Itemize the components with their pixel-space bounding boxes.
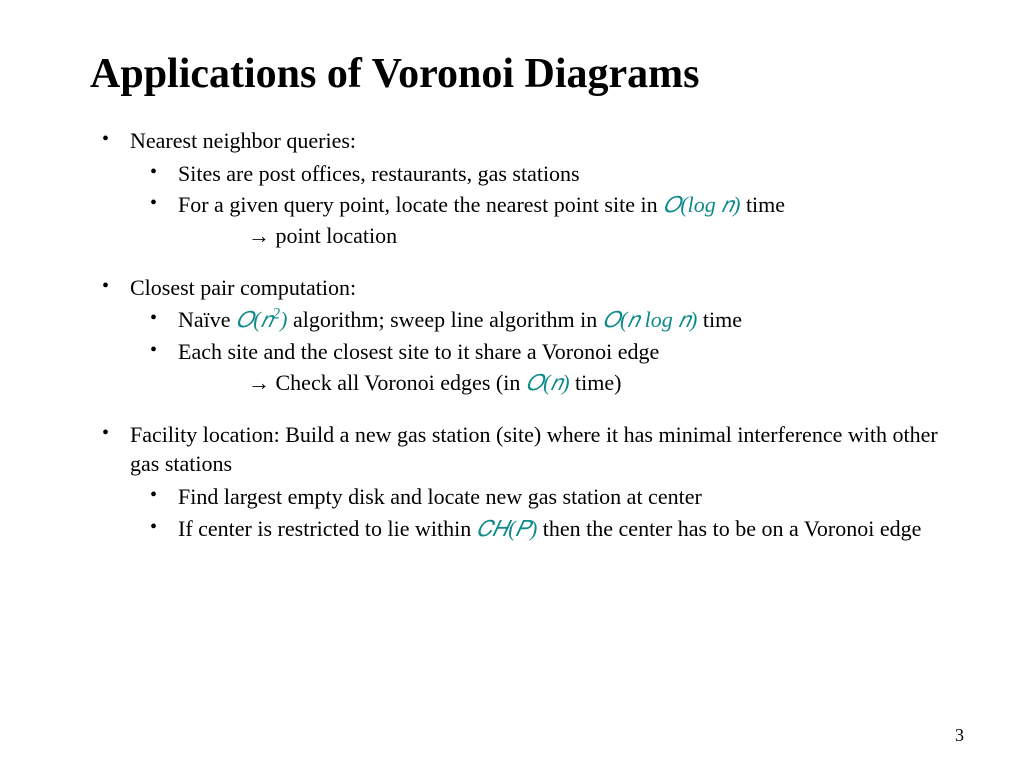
sub-text-pre: Naïve bbox=[178, 307, 236, 332]
sub-text-post: time bbox=[697, 307, 742, 332]
bullet-nearest-neighbor: Nearest neighbor queries: Sites are post… bbox=[130, 126, 944, 251]
arrow-pre: Check all Voronoi edges (in bbox=[276, 370, 526, 395]
sub-text: Sites are post offices, restaurants, gas… bbox=[178, 161, 580, 186]
bullet-text: Facility location: Build a new gas stati… bbox=[130, 422, 938, 477]
arrow-post: time) bbox=[570, 370, 622, 395]
sub-bullet: Find largest empty disk and locate new g… bbox=[178, 482, 944, 512]
sub-text-post: then the center has to be on a Voronoi e… bbox=[537, 516, 921, 541]
sub-bullet: If center is restricted to lie within 𝐶𝐻… bbox=[178, 514, 944, 544]
math-expr: 𝑂(log 𝑛) bbox=[663, 192, 740, 217]
bullet-facility-location: Facility location: Build a new gas stati… bbox=[130, 420, 944, 544]
sub-bullet: Naïve 𝑂(𝑛2) algorithm; sweep line algori… bbox=[178, 305, 944, 335]
slide-content: Nearest neighbor queries: Sites are post… bbox=[80, 126, 944, 543]
sub-text-mid: algorithm; sweep line algorithm in bbox=[287, 307, 602, 332]
bullet-text: Closest pair computation: bbox=[130, 275, 356, 300]
arrow-line: → point location bbox=[178, 221, 944, 251]
math-expr: 𝐶𝐻(𝑃) bbox=[477, 516, 538, 541]
math-expr: 𝑂(𝑛 log 𝑛) bbox=[603, 307, 698, 332]
sub-bullet: Each site and the closest site to it sha… bbox=[178, 337, 944, 397]
arrow-line: → Check all Voronoi edges (in 𝑂(𝑛) time) bbox=[178, 368, 944, 398]
sub-text: Find largest empty disk and locate new g… bbox=[178, 484, 702, 509]
sub-text-post: time bbox=[740, 192, 785, 217]
sub-bullet: Sites are post offices, restaurants, gas… bbox=[178, 159, 944, 189]
sub-text: Each site and the closest site to it sha… bbox=[178, 339, 659, 364]
bullet-closest-pair: Closest pair computation: Naïve 𝑂(𝑛2) al… bbox=[130, 273, 944, 398]
bullet-text: Nearest neighbor queries: bbox=[130, 128, 356, 153]
arrow-icon: → bbox=[248, 370, 276, 395]
math-expr: 𝑂(𝑛) bbox=[526, 370, 570, 395]
sub-bullet: For a given query point, locate the near… bbox=[178, 190, 944, 250]
arrow-icon: → bbox=[248, 223, 276, 248]
sub-text-pre: For a given query point, locate the near… bbox=[178, 192, 663, 217]
page-number: 3 bbox=[955, 725, 964, 746]
math-expr: 𝑂(𝑛2) bbox=[236, 307, 287, 332]
sub-text-pre: If center is restricted to lie within bbox=[178, 516, 477, 541]
slide-title: Applications of Voronoi Diagrams bbox=[90, 50, 944, 98]
arrow-text: point location bbox=[276, 223, 398, 248]
